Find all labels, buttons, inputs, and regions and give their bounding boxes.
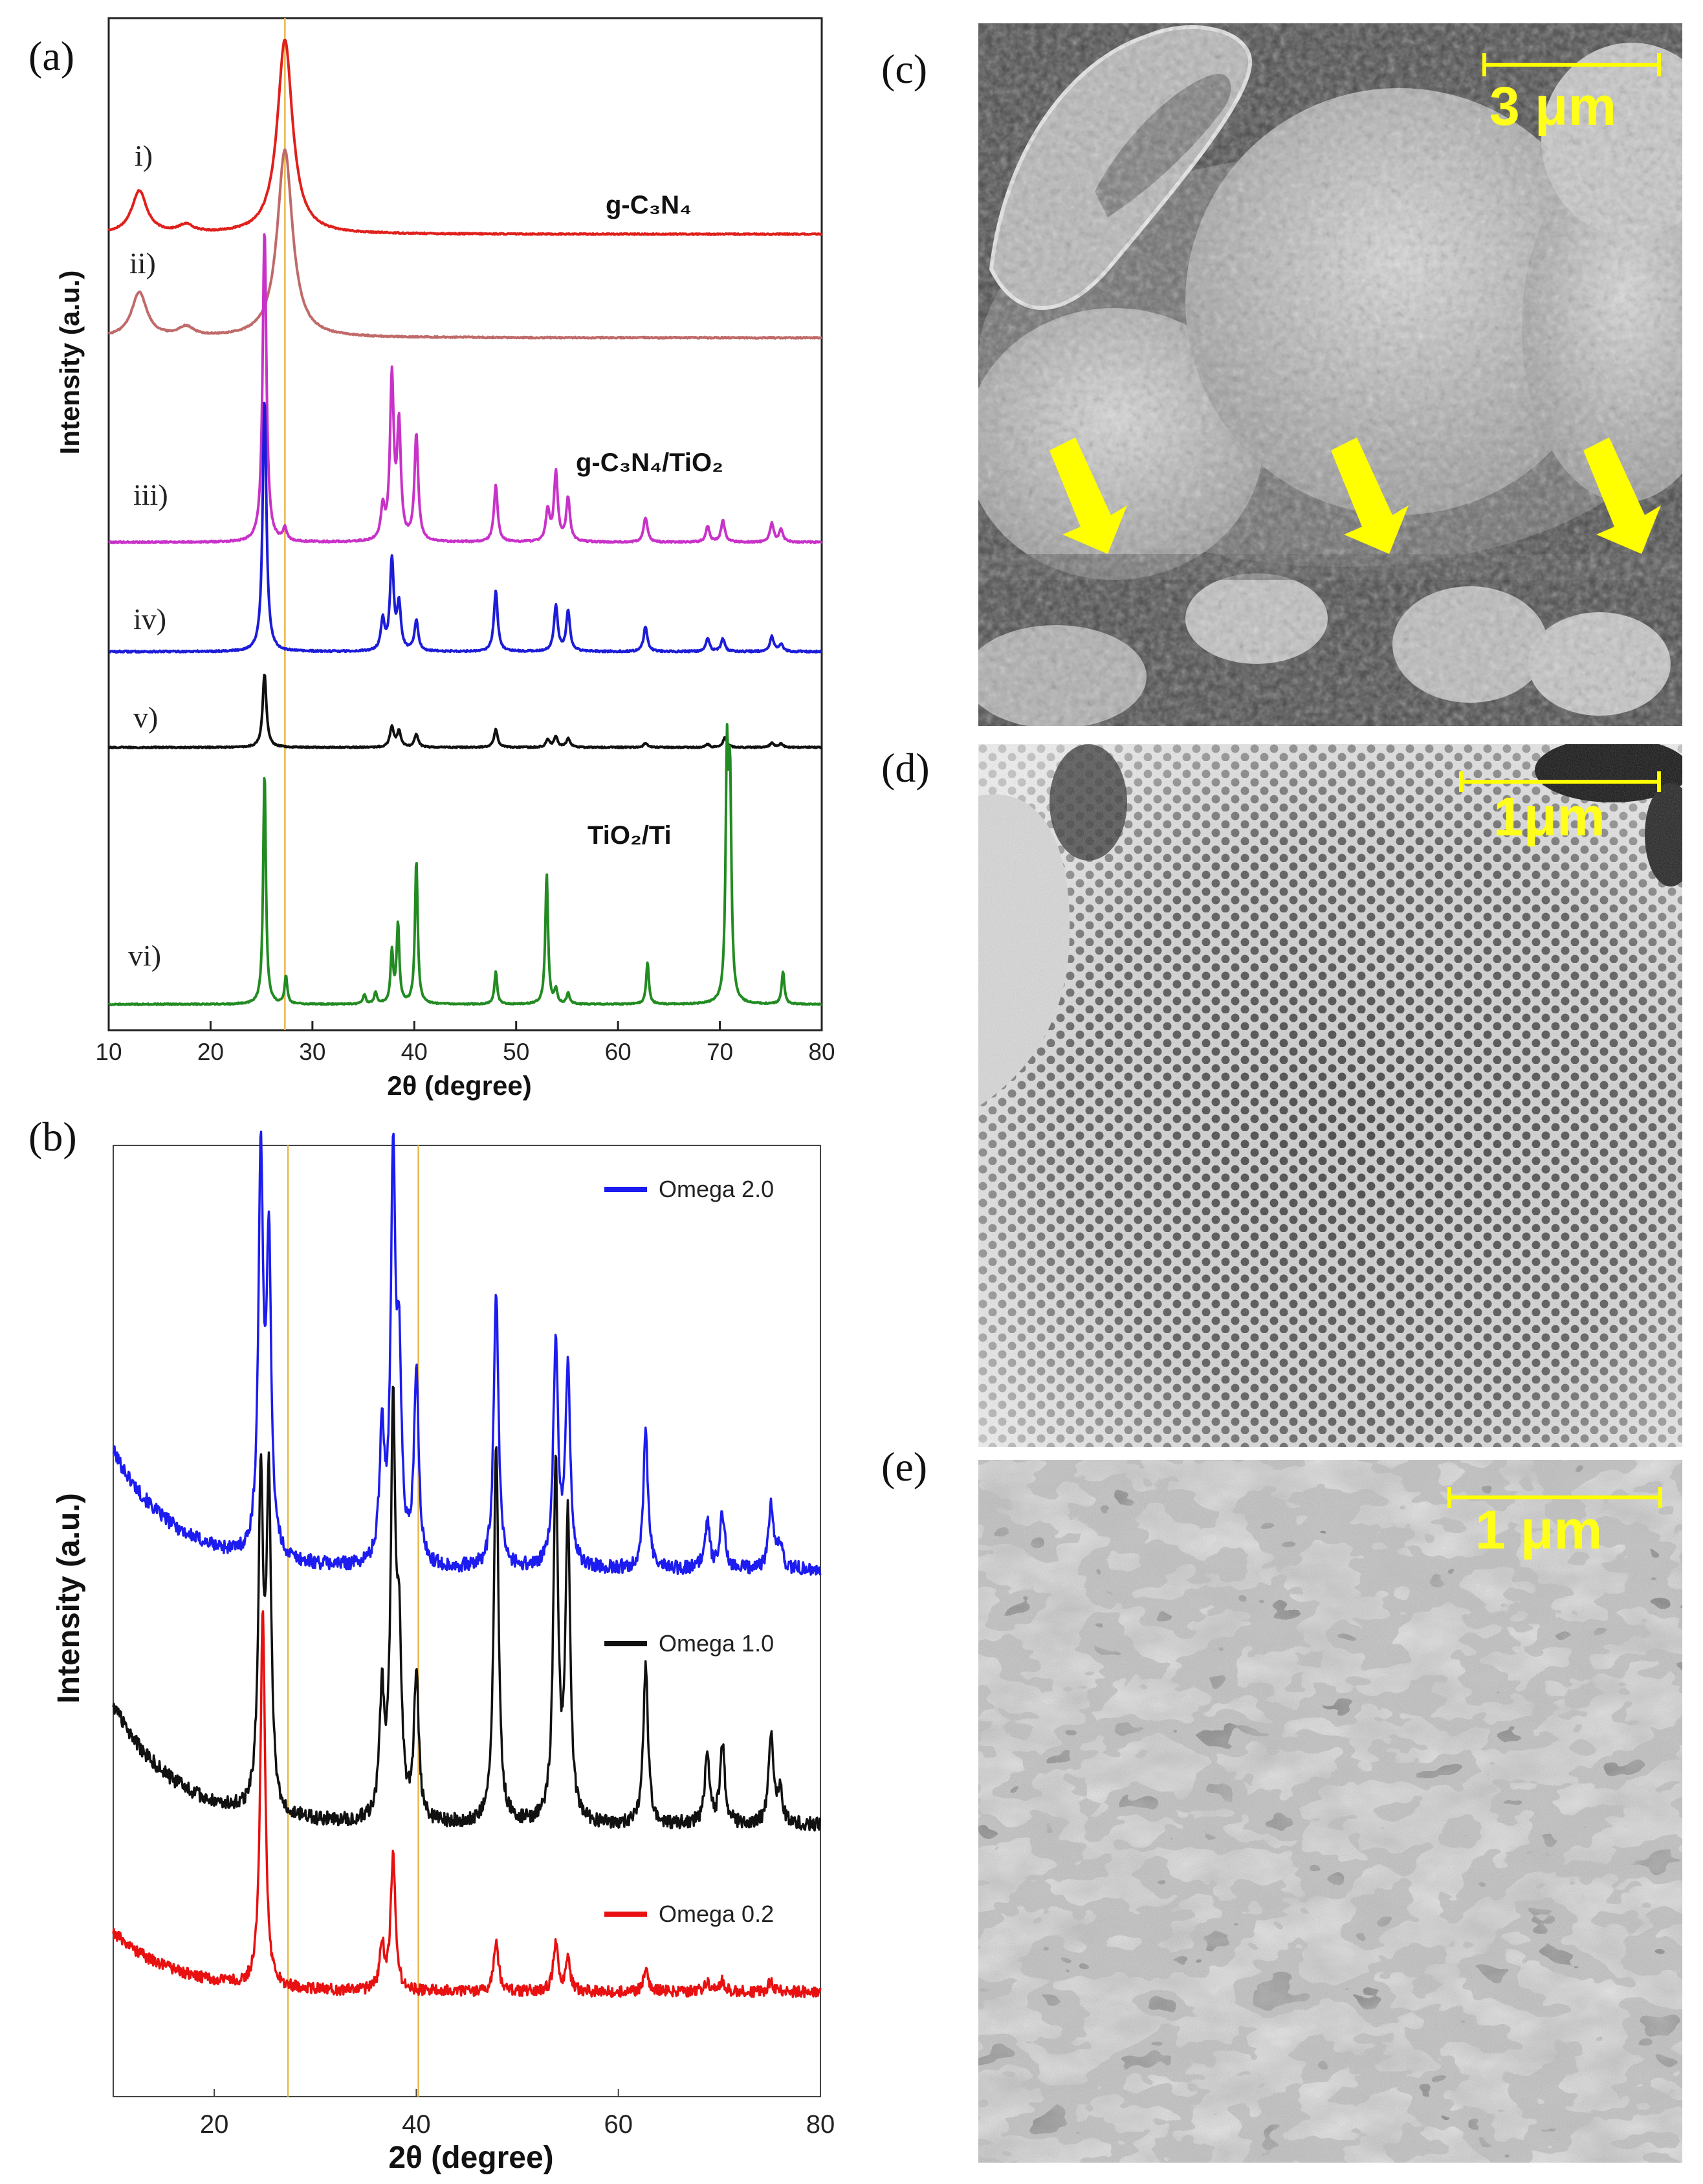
- x-tick-label: 30: [299, 1039, 325, 1065]
- panel-label-c: (c): [881, 46, 928, 92]
- x-tick-label: 80: [808, 1039, 835, 1065]
- chart-a-ylabel: Intensity (a.u.): [54, 270, 85, 455]
- x-tick-label: 70: [707, 1039, 733, 1065]
- series-line: [107, 148, 823, 340]
- scale-label-e: 1 μm: [1475, 1499, 1603, 1560]
- panel-label-d: (d): [881, 745, 930, 791]
- series-label-iv: iv): [133, 602, 166, 635]
- arrow-icon: [1331, 437, 1409, 554]
- legend-omega-02: Omega 0.2: [659, 1901, 774, 1927]
- x-tick-label: 80: [806, 2110, 835, 2139]
- sem-image-d: 1μm: [978, 744, 1682, 1447]
- sample-label-gcn: g-C₃N₄: [606, 191, 692, 219]
- series-label-vi: vi): [128, 939, 161, 972]
- series-label-iii: iii): [133, 478, 168, 511]
- chart-a-frame: [107, 17, 823, 1031]
- legend-omega-2: Omega 2.0: [659, 1176, 774, 1202]
- panel-label-b: (b): [28, 1114, 77, 1160]
- x-tick-label: 60: [605, 1039, 632, 1065]
- sem-image-c: 3 μm: [978, 23, 1682, 726]
- series-line: [108, 233, 823, 545]
- series-line: [112, 1131, 822, 1576]
- series-label-ii: ii): [129, 247, 156, 280]
- xrd-chart-b: 20 40 60 80 Intensity (a.u.) 2θ (degree) Om…: [52, 1131, 835, 2175]
- series-line: [107, 38, 823, 236]
- x-tick-label: 20: [200, 2110, 229, 2139]
- legend-omega-1: Omega 1.0: [659, 1630, 774, 1657]
- panel-label-e: (e): [881, 1444, 928, 1490]
- xrd-chart-a: 10 20 30 40 50 60 70 80 Intensity (a.u.) 2θ (de…: [54, 17, 835, 1101]
- x-tick-label: 40: [402, 2110, 431, 2139]
- chart-b-xlabel: 2θ (degree): [388, 2141, 553, 2175]
- x-tick-label: 20: [197, 1039, 224, 1065]
- arrow-icon: [1583, 437, 1661, 554]
- series-line: [112, 1385, 822, 1832]
- panel-label-a: (a): [28, 33, 75, 79]
- chart-a-xlabel: 2θ (degree): [387, 1070, 531, 1101]
- sample-label-tio2-ti: TiO₂/Ti: [588, 821, 672, 850]
- series-line: [108, 401, 823, 654]
- scale-label-d: 1μm: [1493, 786, 1605, 847]
- arrow-icon: [1049, 437, 1127, 554]
- x-tick-label: 40: [401, 1039, 428, 1065]
- series-line: [112, 1610, 822, 1998]
- series-label-v: v): [133, 701, 158, 734]
- series-label-i: i): [135, 139, 153, 172]
- chart-b-ylabel: Intensity (a.u.): [52, 1493, 86, 1703]
- chart-b-frame: [113, 1145, 821, 2097]
- sem-image-e: 1 μm: [978, 1460, 1682, 2163]
- scale-label-c: 3 μm: [1489, 76, 1617, 137]
- x-tick-label: 60: [604, 2110, 633, 2139]
- series-line: [108, 674, 823, 749]
- series-line: [107, 723, 823, 1006]
- x-tick-label: 50: [503, 1039, 529, 1065]
- sample-label-gcn-tio2: g-C₃N₄/TiO₂: [576, 448, 723, 477]
- x-tick-label: 10: [95, 1039, 122, 1065]
